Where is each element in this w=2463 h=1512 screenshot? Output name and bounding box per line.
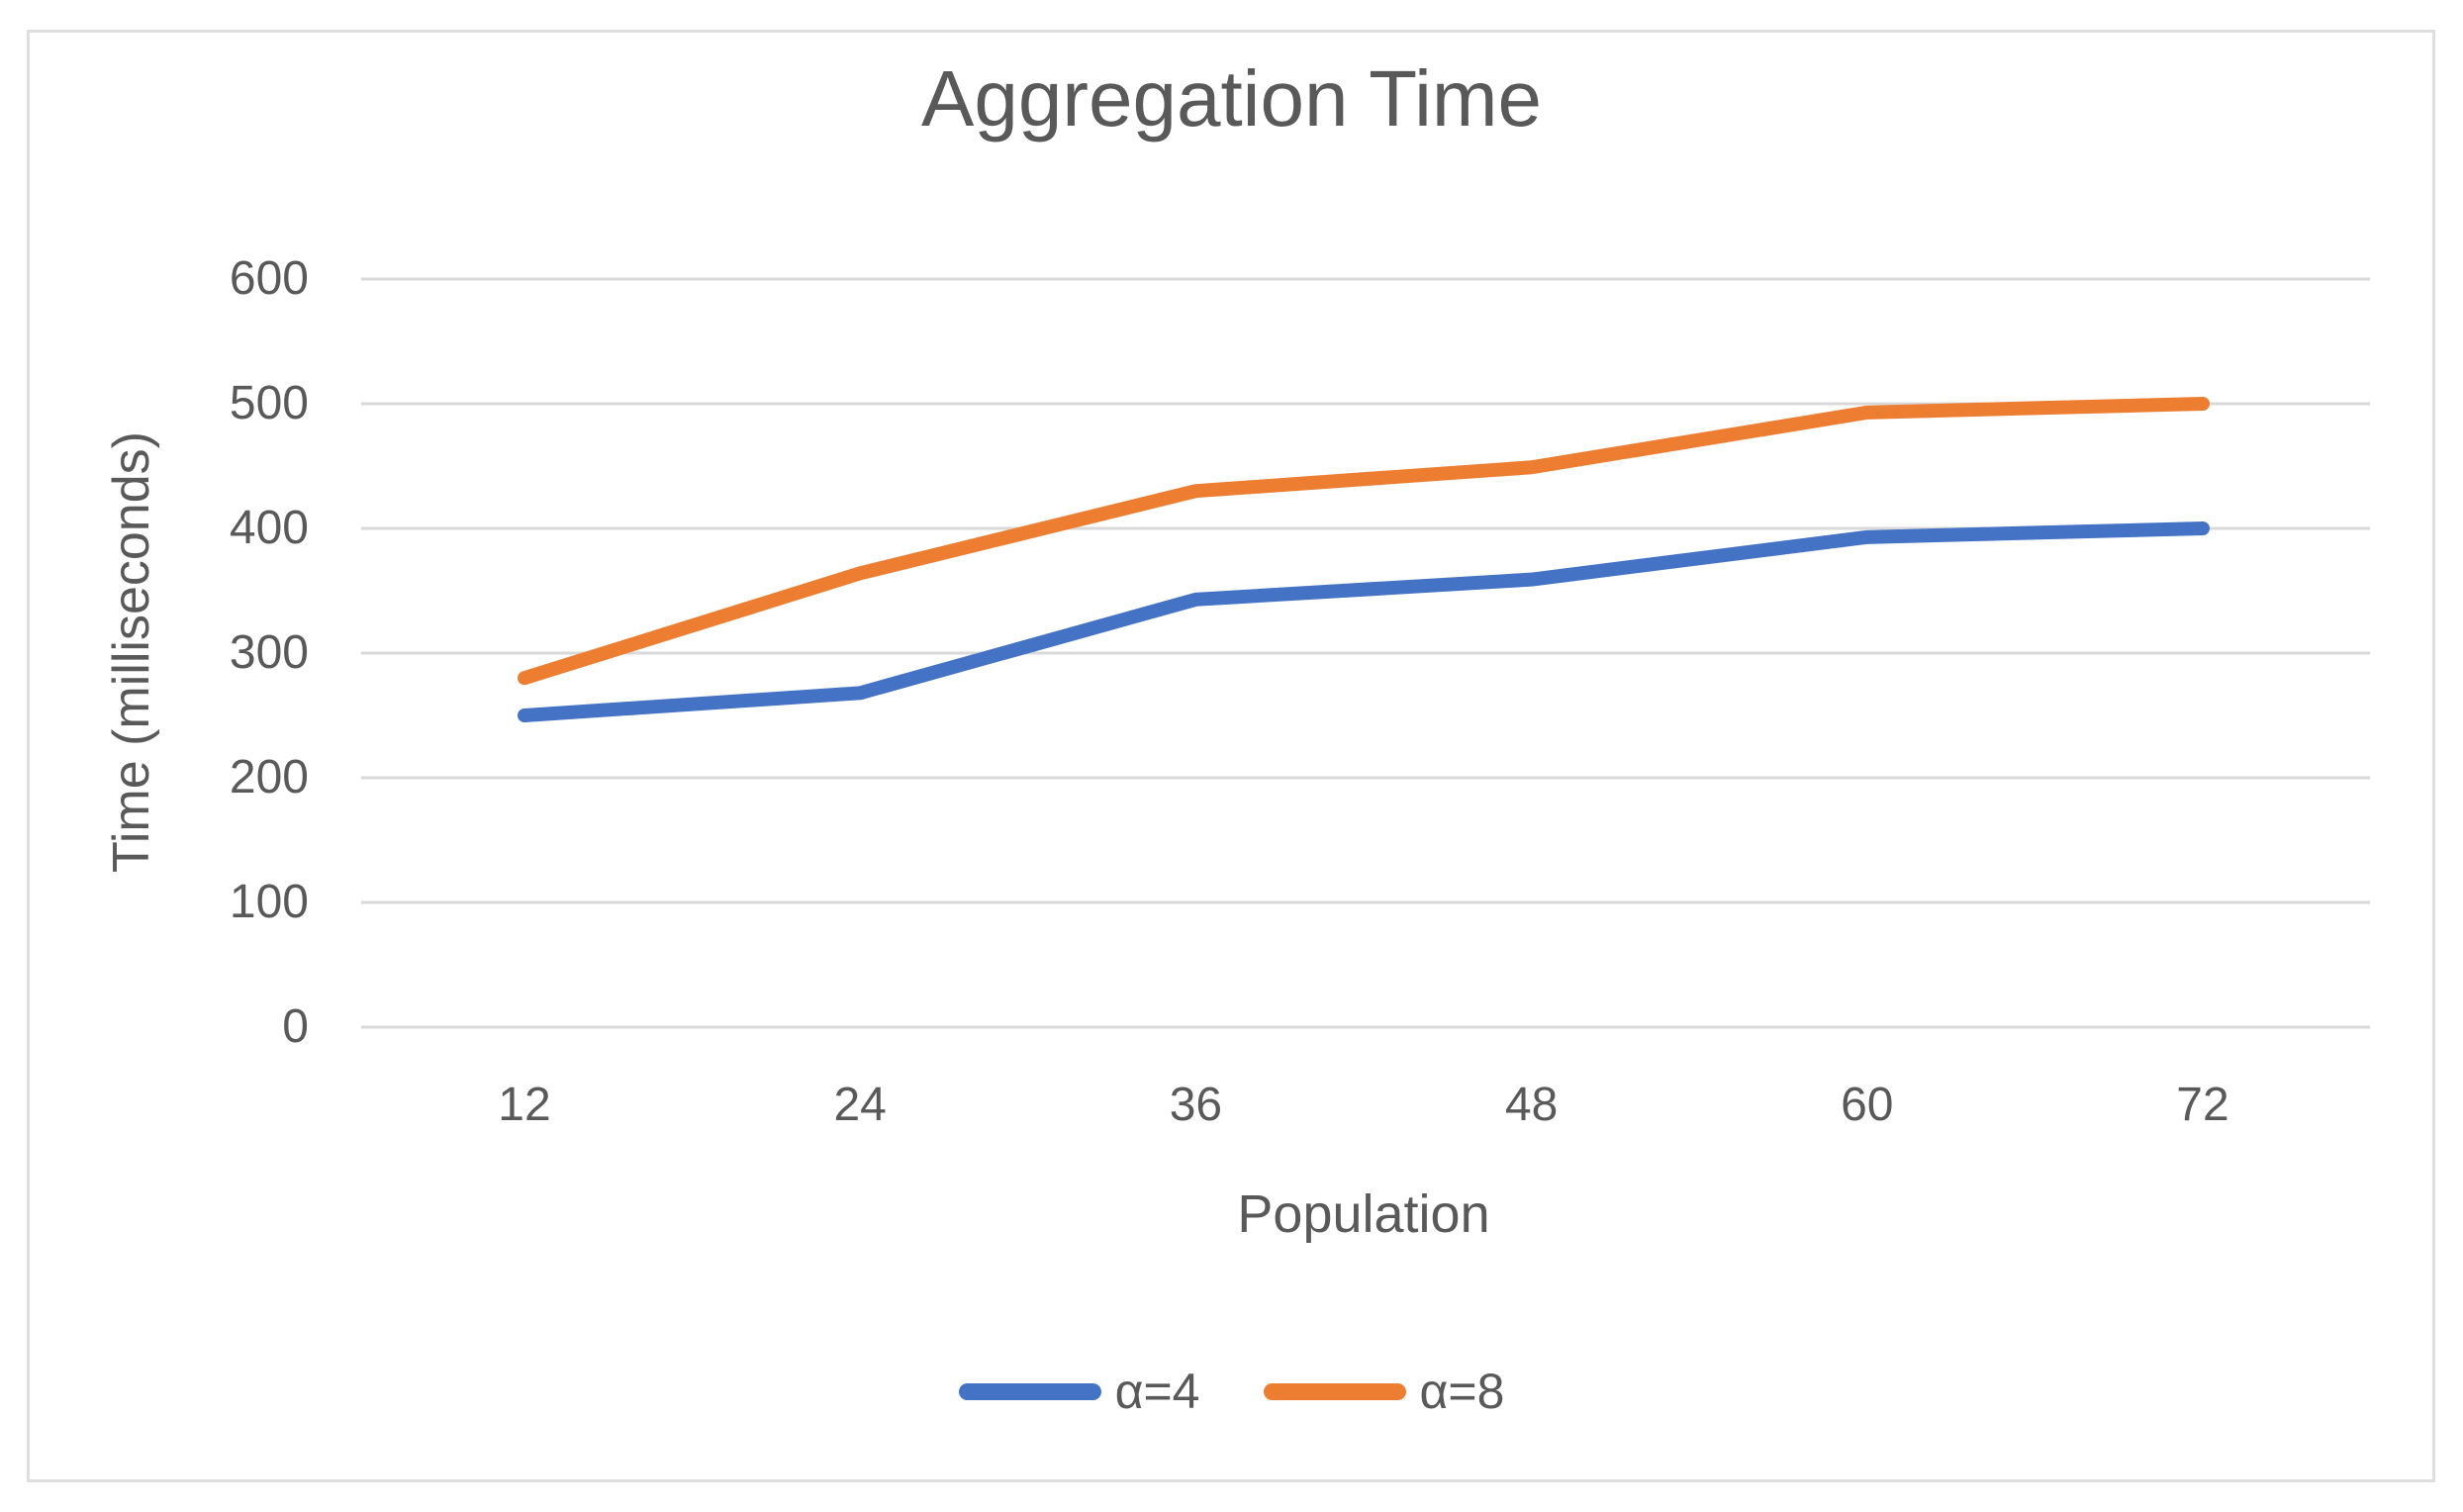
y-tick-label-200: 200 bbox=[229, 751, 309, 803]
chart-border bbox=[27, 30, 2435, 1482]
legend-swatch-alpha-4 bbox=[958, 1382, 1101, 1400]
legend-item-alpha-4: α=4 bbox=[958, 1362, 1200, 1421]
series-line-alpha-8 bbox=[518, 397, 2210, 686]
x-tick-label-72: 72 bbox=[2176, 1079, 2229, 1131]
gridlines bbox=[361, 277, 2370, 1029]
legend-item-alpha-8: α=8 bbox=[1263, 1362, 1505, 1421]
y-tick-label-0: 0 bbox=[282, 1000, 309, 1053]
y-tick-label-300: 300 bbox=[229, 626, 309, 679]
x-tick-label-36: 36 bbox=[1169, 1079, 1223, 1131]
legend-swatch-alpha-8 bbox=[1263, 1382, 1406, 1400]
x-axis-title: Population bbox=[1237, 1184, 1490, 1244]
series-line-alpha-4 bbox=[518, 521, 2210, 722]
legend: α=4 α=8 bbox=[0, 1362, 2463, 1421]
x-tick-label-12: 12 bbox=[498, 1079, 551, 1131]
x-tick-label-48: 48 bbox=[1504, 1079, 1559, 1131]
y-tick-label-600: 600 bbox=[229, 252, 309, 305]
series-lines bbox=[518, 397, 2210, 722]
y-tick-label-400: 400 bbox=[229, 502, 309, 554]
y-tick-label-100: 100 bbox=[229, 876, 309, 928]
x-tick-label-60: 60 bbox=[1841, 1079, 1894, 1131]
x-tick-label-24: 24 bbox=[833, 1079, 887, 1131]
legend-label-alpha-4: α=4 bbox=[1114, 1364, 1200, 1419]
chart-title: Aggregation Time bbox=[920, 54, 1543, 142]
y-tick-label-500: 500 bbox=[229, 377, 309, 429]
legend-label-alpha-8: α=8 bbox=[1419, 1364, 1505, 1419]
